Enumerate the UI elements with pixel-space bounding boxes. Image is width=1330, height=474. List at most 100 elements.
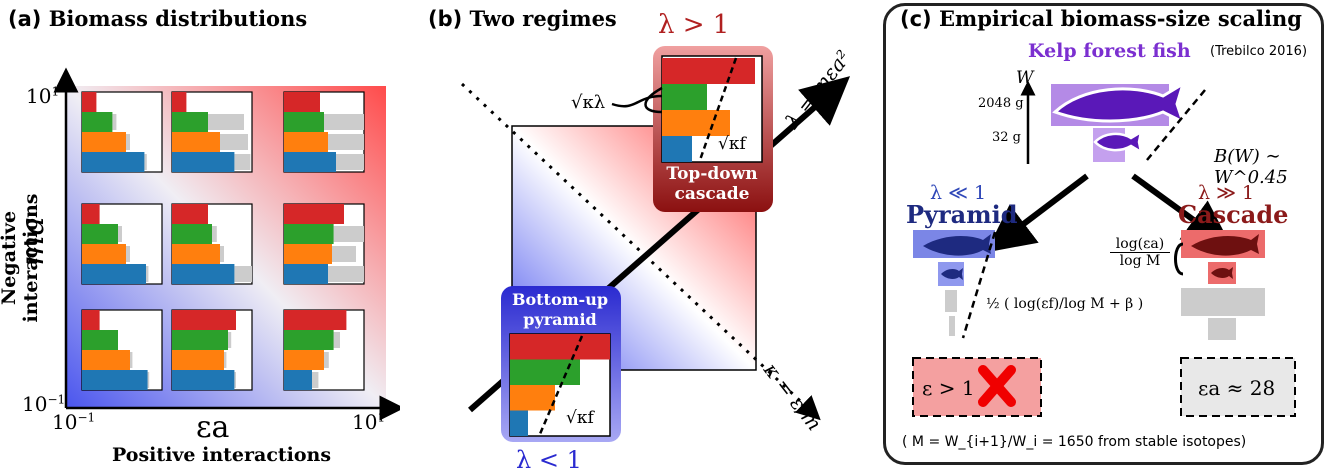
w-label: W (1016, 68, 1034, 88)
mini-bar-grey-2-2-1 (333, 332, 340, 348)
small-fish-icon (1093, 129, 1143, 155)
bottom-up-label: Bottom-up pyramid (511, 290, 609, 329)
mini-bar-orange-0-1 (172, 132, 220, 152)
pyramid-regime-label: λ ≪ 1 (930, 182, 987, 204)
mini-bar-grey-1-0-2 (126, 246, 130, 262)
top-down-bar-orange (662, 110, 730, 136)
mini-bar-grey-1-0-3 (146, 266, 149, 282)
lambda-greater-label: λ > 1 (658, 10, 730, 40)
pyramid-dashed-line (961, 231, 997, 339)
arrow-to-pyramid (985, 173, 1089, 253)
footnote: ( M = W_{i+1}/W_i = 1650 from stable iso… (902, 434, 1247, 450)
mini-bar-orange-2-1 (172, 350, 224, 370)
sqrt-kf-top-label: √κf (718, 134, 746, 154)
sqrt-kl-bracket (611, 94, 663, 108)
scaling-law-label: B(W) ∼ W^0.45 (1214, 146, 1288, 188)
panel-a-y-tick-top: 101 (26, 84, 60, 108)
cascade-bar-3 (1181, 288, 1265, 316)
mini-bar-green-2-1 (172, 330, 228, 350)
mini-bar-green-2-2 (284, 330, 334, 350)
right-condition-box (1180, 357, 1296, 417)
mini-bar-grey-1-0-1 (118, 226, 122, 242)
panel-b-figure (460, 46, 851, 442)
mini-bar-blue-2-1 (172, 370, 235, 390)
mini-bar-grey-1-1-1 (212, 226, 217, 242)
cascade-name: Cascade (1178, 200, 1289, 229)
mini-bar-red-1-0 (82, 204, 100, 224)
bottom-up-bar-red (510, 334, 610, 360)
scaling-dashed-line (1146, 89, 1206, 161)
mini-bar-grey-2-0-3 (147, 372, 150, 388)
top-down-label: Top-down cascade (666, 164, 758, 204)
mini-bar-blue-0-0 (82, 152, 145, 172)
mini-bar-orange-0-2 (284, 132, 328, 152)
sqrt-kf-bottom-label: √κf (566, 408, 594, 428)
mini-bar-green-0-2 (284, 112, 324, 132)
panel-a-figure (53, 67, 400, 421)
left-condition-text: ε > 1 (922, 376, 975, 400)
species-label: Kelp forest fish (1028, 40, 1191, 62)
cascade-fish-small-icon (1211, 267, 1233, 279)
mini-bar-grey-0-1-2 (220, 134, 248, 150)
sqrt-kl-label: √κλ (571, 92, 606, 113)
panel-a-x-axis-label: Positive interactions (112, 444, 332, 466)
cascade-bracket (1174, 242, 1184, 276)
mini-bar-grey-0-0-2 (126, 134, 130, 150)
mini-bar-red-2-0 (82, 310, 100, 330)
mini-bar-blue-2-2 (284, 370, 312, 390)
mini-bar-grey-2-1-3 (234, 372, 236, 388)
bottom-up-bar-blue (510, 410, 528, 436)
right-condition-text: εa ≈ 28 (1198, 376, 1276, 400)
mini-bar-red-0-1 (172, 92, 187, 112)
mini-bar-green-2-0 (82, 330, 118, 350)
pyramid-fish-large-icon (923, 234, 991, 256)
mini-bar-green-0-1 (172, 112, 208, 132)
w-low-label: 32 g (992, 130, 1021, 145)
mini-bar-orange-2-0 (82, 350, 130, 370)
mini-bar-grey-1-1-2 (220, 246, 224, 262)
top-down-bar-blue (662, 136, 692, 162)
mini-bar-orange-1-2 (284, 244, 332, 264)
panel-c-title: (c) Empirical biomass-size scaling (900, 6, 1302, 31)
mini-bar-orange-1-1 (172, 244, 220, 264)
top-down-bars (662, 58, 755, 162)
w-high-label: 2048 g (978, 96, 1024, 111)
mini-bar-orange-1-0 (82, 244, 126, 264)
mini-bar-blue-1-2 (284, 264, 328, 284)
citation-label: (Trebilco 2016) (1210, 44, 1308, 59)
mini-bar-blue-2-0 (82, 370, 148, 390)
left-condition-box (912, 357, 1042, 417)
mini-bar-grey-2-0-2 (130, 352, 133, 368)
mini-bar-blue-0-2 (284, 152, 336, 172)
top-down-bar-red (662, 58, 755, 84)
mini-bar-green-1-1 (172, 224, 212, 244)
panel-a-mini-chart-grid (81, 91, 365, 391)
mini-bar-grey-2-1-1 (228, 332, 232, 348)
panel-a-y-variable: ma (13, 216, 51, 266)
arrow-to-cascade (1131, 173, 1233, 249)
pyramid-bar-4 (949, 316, 955, 336)
pyramid-fish-small-icon (941, 268, 963, 280)
mini-bar-red-2-2 (284, 310, 347, 330)
mini-bar-grey-2-2-3 (312, 372, 319, 388)
bottom-up-bar-green (510, 359, 580, 385)
mini-bar-grey-1-2-2 (332, 246, 356, 262)
lambda-less-label: λ < 1 (516, 446, 582, 474)
panel-a-y-tick-bottom: 10−1 (22, 392, 66, 416)
red-cross-icon (978, 365, 1016, 407)
mini-bar-grey-1-1-3 (234, 266, 252, 282)
mini-bar-grey-0-0-1 (112, 114, 117, 130)
mini-bar-grey-0-2-2 (328, 134, 364, 150)
mini-bar-grey-0-0-3 (144, 154, 147, 170)
mini-bar-green-0-0 (82, 112, 113, 132)
mini-bar-grey-0-1-1 (208, 114, 244, 130)
mini-bar-red-1-1 (172, 204, 208, 224)
mini-bar-grey-2-1-2 (224, 352, 227, 368)
large-fish-icon (1052, 80, 1186, 125)
mini-bar-green-1-0 (82, 224, 118, 244)
panel-c-figure (912, 80, 1296, 417)
top-down-bar-green (662, 84, 707, 110)
mini-bar-grey-2-2-2 (324, 352, 329, 368)
mini-bar-grey-0-1-3 (234, 154, 251, 170)
mini-bar-grey-0-2-3 (336, 154, 364, 170)
